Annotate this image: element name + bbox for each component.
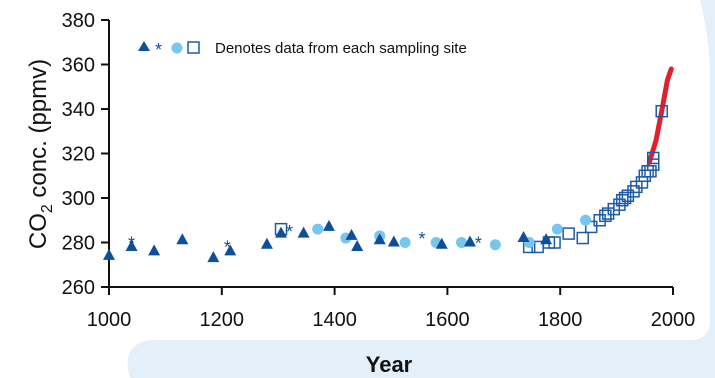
square-point	[584, 220, 598, 234]
star-point: *	[286, 222, 293, 242]
legend-label: Denotes data from each sampling site	[215, 40, 467, 57]
y-axis-title-main: CO	[25, 213, 52, 249]
x-axis-title: Year	[366, 352, 413, 377]
axes	[101, 19, 674, 295]
triangle-point	[176, 233, 189, 245]
triangle-point	[345, 228, 358, 240]
x-tick-label: 1400	[312, 309, 357, 331]
y-tick-label: 280	[62, 233, 95, 255]
triangle-point	[540, 233, 553, 245]
data-points: * * * * *	[103, 66, 674, 263]
x-tick-label: 1000	[87, 309, 132, 331]
triangle-point	[207, 251, 220, 263]
circle-point	[456, 237, 467, 248]
y-tick-label: 320	[62, 144, 95, 166]
triangle-point	[322, 219, 335, 231]
triangle-point	[224, 244, 237, 256]
legend-triangle-marker	[138, 41, 150, 51]
triangle-point	[463, 235, 476, 247]
y-tick-label: 360	[62, 55, 95, 77]
legend: * Denotes data from each sampling site	[138, 40, 467, 60]
x-tick-label: 2000	[651, 309, 696, 331]
y-axis-title: CO2 conc. (ppmv)	[25, 59, 56, 249]
y-tick-label: 340	[62, 99, 95, 121]
triangle-point	[517, 231, 530, 243]
square-point	[644, 165, 657, 178]
y-tick-label: 300	[62, 188, 95, 210]
y-tick-label: 260	[62, 277, 95, 299]
tick-labels: 260 280 300 320 340 360 380 1000 1200 1400 1600 180…	[62, 10, 696, 331]
triangle-point	[103, 248, 115, 260]
square-point	[655, 104, 668, 118]
triangle-point	[435, 237, 448, 249]
y-axis-title-sub: 2	[39, 204, 56, 213]
circle-point	[489, 239, 501, 251]
star-point: *	[224, 238, 231, 258]
square-point	[627, 185, 640, 198]
star-point: *	[475, 233, 482, 253]
square-point	[647, 151, 660, 165]
legend-square-marker	[187, 41, 200, 54]
triangle-point	[275, 226, 288, 238]
y-axis-title-tail: conc. (ppmv)	[25, 59, 52, 204]
y-tick-label: 380	[62, 10, 95, 32]
triangle-point	[373, 233, 386, 245]
legend-circle-marker	[171, 42, 183, 54]
x-tick-label: 1200	[200, 309, 245, 331]
circle-point	[399, 237, 411, 248]
square-point	[647, 158, 660, 171]
square-point	[618, 191, 632, 205]
triangle-point	[148, 244, 161, 256]
triangle-point	[125, 239, 138, 251]
x-tick-label: 1600	[425, 309, 470, 331]
square-point	[599, 209, 612, 223]
triangle-point	[351, 239, 364, 251]
triangle-point	[260, 237, 273, 249]
triangle-point	[297, 226, 310, 238]
circle-point	[580, 214, 592, 226]
circle-point	[551, 223, 563, 235]
square-point	[562, 227, 575, 240]
triangle-point	[387, 235, 400, 247]
square-point	[576, 231, 590, 245]
legend-star-marker: *	[155, 40, 162, 60]
circle-point	[312, 223, 324, 235]
star-point: *	[419, 229, 426, 249]
x-tick-label: 1800	[538, 309, 583, 331]
instrumental-record-line	[646, 66, 674, 165]
star-point: *	[128, 233, 135, 253]
